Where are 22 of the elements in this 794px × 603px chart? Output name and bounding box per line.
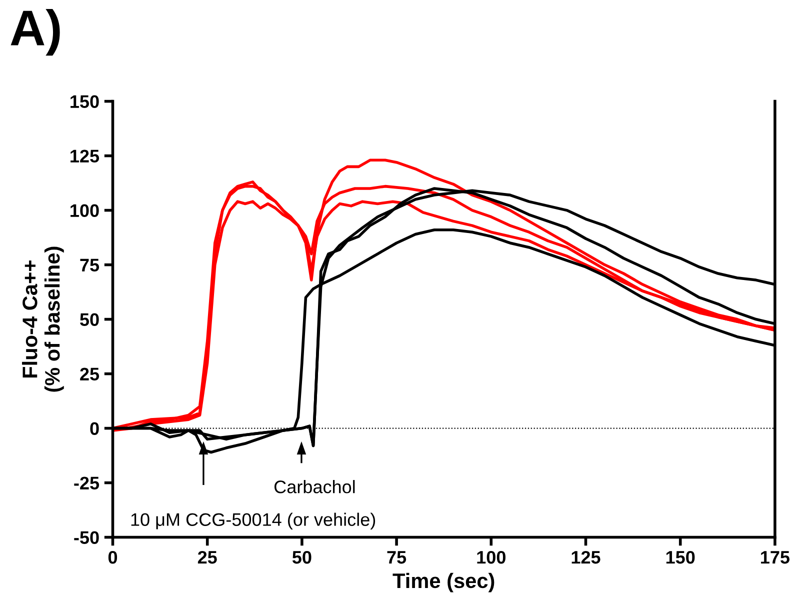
x-tick-label: 125 — [572, 550, 600, 564]
x-axis-title: Time (sec) — [392, 572, 494, 592]
y-axis-title: Fluo-4 Ca++ (% of baseline) — [22, 246, 64, 392]
y-tick-label: -50 — [74, 531, 99, 544]
y-tick-label: 100 — [70, 204, 99, 218]
x-tick-label: 25 — [198, 550, 217, 564]
y-tick-label: -25 — [74, 476, 100, 490]
annotation: Carbachol — [274, 480, 355, 494]
chart-title: A) — [10, 9, 60, 56]
y-tick-label: 0 — [90, 422, 99, 435]
x-tick-label: 100 — [477, 550, 506, 564]
annotation: 10 μM CCG-50014 (or vehicle) — [131, 512, 376, 530]
y-tick-label: 125 — [70, 150, 100, 163]
y-tick-label: 75 — [80, 258, 100, 272]
y-tick-label: 25 — [80, 368, 100, 381]
x-tick-label: 175 — [761, 551, 790, 564]
x-tick-label: 50 — [292, 550, 312, 564]
y-tick-label: 150 — [70, 95, 99, 108]
y-tick-label: 50 — [80, 313, 99, 326]
x-tick-label: 75 — [387, 551, 406, 564]
x-tick-label: 150 — [666, 550, 695, 564]
x-tick-label: 0 — [108, 550, 118, 564]
